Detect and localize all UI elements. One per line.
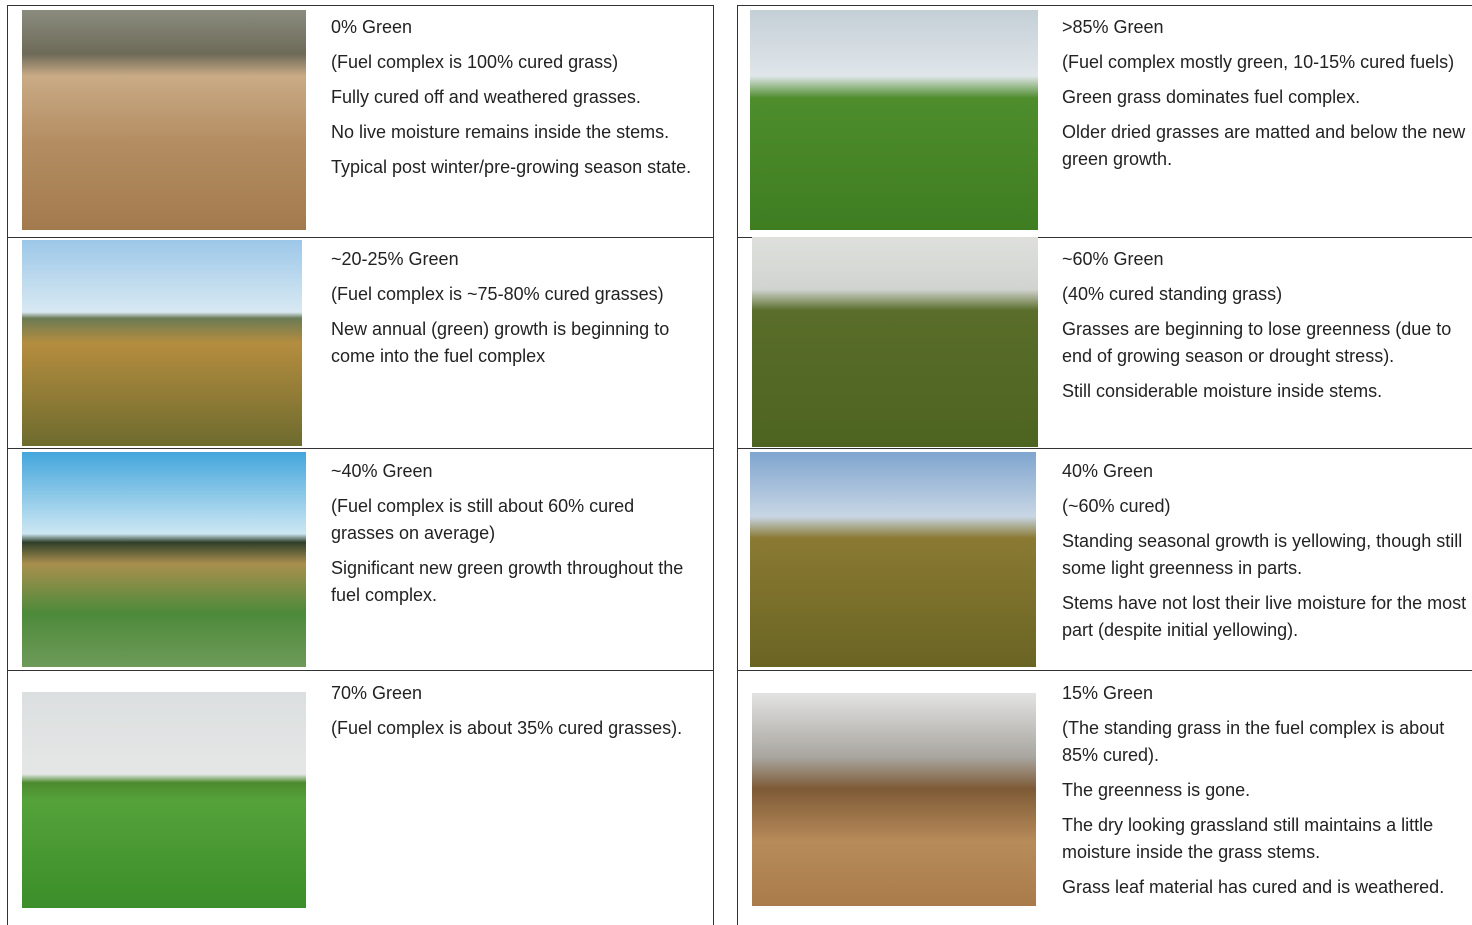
paragraph: (~60% cured) — [1062, 493, 1472, 520]
row-title: ~60% Green — [1062, 246, 1472, 273]
paragraph: Significant new green growth throughout … — [331, 555, 701, 609]
paragraph: The greenness is gone. — [1062, 777, 1472, 804]
page: 0% Green (Fuel complex is 100% cured gras… — [0, 0, 1472, 925]
cell-text: 40% Green (~60% cured) Standing seasonal g… — [1062, 458, 1472, 652]
row-border — [737, 448, 1472, 449]
photo — [752, 237, 1038, 447]
row-border — [7, 670, 713, 671]
photo — [22, 10, 306, 230]
row-border — [737, 670, 1472, 671]
photo — [752, 693, 1036, 906]
row-title: 0% Green — [331, 14, 701, 41]
paragraph: Green grass dominates fuel complex. — [1062, 84, 1472, 111]
paragraph: (40% cured standing grass) — [1062, 281, 1472, 308]
paragraph: Fully cured off and weathered grasses. — [331, 84, 701, 111]
column-border — [737, 5, 738, 925]
paragraph: (Fuel complex mostly green, 10-15% cured… — [1062, 49, 1472, 76]
paragraph: New annual (green) growth is beginning t… — [331, 316, 701, 370]
column-border — [713, 5, 714, 925]
row-border — [7, 448, 713, 449]
row-title: ~20-25% Green — [331, 246, 701, 273]
paragraph: (Fuel complex is 100% cured grass) — [331, 49, 701, 76]
row-title: 70% Green — [331, 680, 701, 707]
cell-text: >85% Green (Fuel complex mostly green, 10… — [1062, 14, 1472, 181]
row-title: 40% Green — [1062, 458, 1472, 485]
cell-text: ~40% Green (Fuel complex is still about 6… — [331, 458, 701, 617]
row-border — [7, 5, 713, 6]
cell-text: ~20-25% Green (Fuel complex is ~75-80% cu… — [331, 246, 701, 378]
paragraph: (Fuel complex is still about 60% cured g… — [331, 493, 701, 547]
row-title: >85% Green — [1062, 14, 1472, 41]
cell-text: 70% Green (Fuel complex is about 35% cure… — [331, 680, 701, 750]
row-title: 15% Green — [1062, 680, 1472, 707]
photo — [22, 452, 306, 667]
paragraph: (Fuel complex is ~75-80% cured grasses) — [331, 281, 701, 308]
row-border — [737, 5, 1472, 6]
row-title: ~40% Green — [331, 458, 701, 485]
paragraph: Standing seasonal growth is yellowing, t… — [1062, 528, 1472, 582]
cell-text: 0% Green (Fuel complex is 100% cured gras… — [331, 14, 701, 189]
photo — [750, 452, 1036, 667]
column-border — [7, 5, 8, 925]
paragraph: (Fuel complex is about 35% cured grasses… — [331, 715, 701, 742]
paragraph: Still considerable moisture inside stems… — [1062, 378, 1472, 405]
paragraph: The dry looking grassland still maintain… — [1062, 812, 1472, 866]
paragraph: No live moisture remains inside the stem… — [331, 119, 701, 146]
paragraph: Grasses are beginning to lose greenness … — [1062, 316, 1472, 370]
row-border — [7, 237, 713, 238]
cell-text: 15% Green (The standing grass in the fuel… — [1062, 680, 1472, 909]
paragraph: Older dried grasses are matted and below… — [1062, 119, 1472, 173]
cell-text: ~60% Green (40% cured standing grass) Gras… — [1062, 246, 1472, 413]
paragraph: (The standing grass in the fuel complex … — [1062, 715, 1472, 769]
paragraph: Stems have not lost their live moisture … — [1062, 590, 1472, 644]
photo — [22, 692, 306, 908]
photo — [22, 240, 302, 446]
photo — [750, 10, 1038, 230]
paragraph: Grass leaf material has cured and is wea… — [1062, 874, 1472, 901]
paragraph: Typical post winter/pre-growing season s… — [331, 154, 701, 181]
